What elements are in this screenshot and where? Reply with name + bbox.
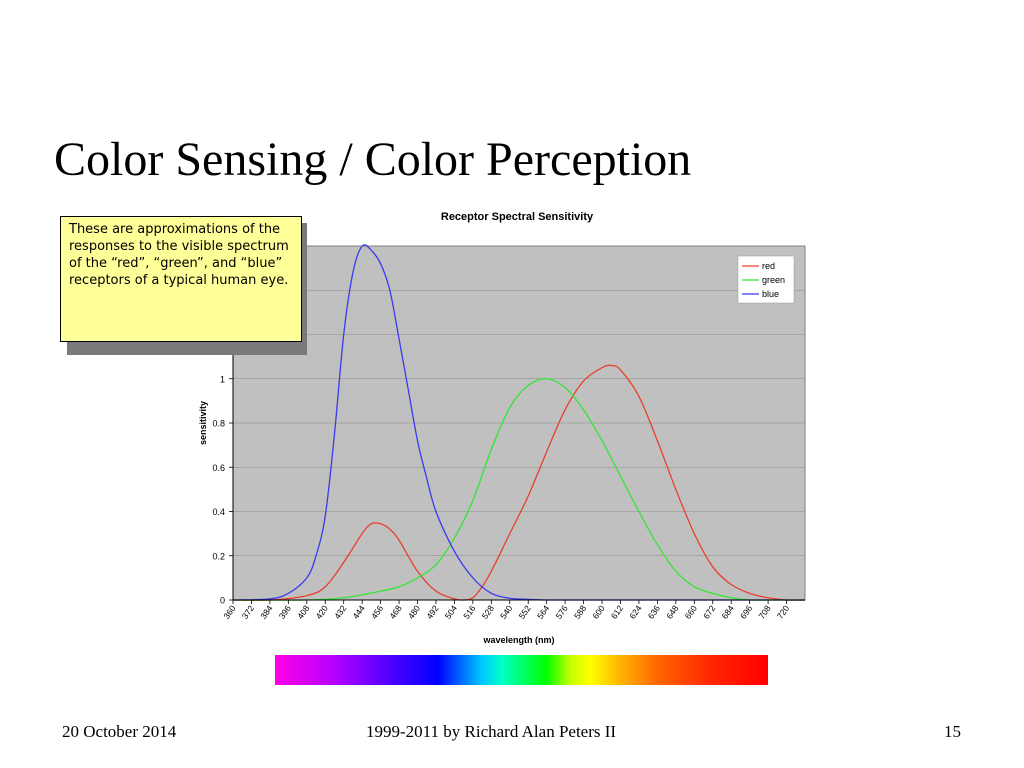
y-axis-label: sensitivity [198,401,208,445]
x-tick-label: 576 [553,603,569,621]
footer-date: 20 October 2014 [62,722,177,741]
x-tick-label: 696 [738,603,754,621]
x-tick-label: 456 [369,603,385,621]
x-tick-label: 720 [775,603,791,621]
x-tick-labels: 360 372 384 396 408 420 432 444 456 468 480 492 504 5… [221,600,791,621]
x-tick-label: 420 [314,603,330,621]
x-tick-label: 480 [406,603,422,621]
footer-page-number: 15 [944,722,961,741]
series-layer [232,244,806,601]
x-tick-label: 672 [701,603,717,621]
y-tick-label: 0.8 [212,419,225,429]
x-tick-label: 540 [498,603,514,621]
legend-label-red: red [762,261,775,271]
series-line-red [232,364,806,601]
x-tick-label: 624 [627,603,643,621]
chart-title: Receptor Spectral Sensitivity [441,211,594,223]
y-tick-label: 0.6 [212,463,225,473]
x-tick-label: 708 [756,603,772,621]
slide-title: Color Sensing / Color Perception [54,133,692,186]
x-tick-label: 444 [350,603,366,621]
x-tick-label: 372 [240,603,256,621]
x-tick-label: 492 [424,603,440,621]
visible-spectrum-bar [275,655,768,685]
x-tick-label: 552 [517,603,533,621]
series-line-blue [232,244,805,601]
x-tick-label: 432 [332,603,348,621]
footer-credit: 1999-2011 by Richard Alan Peters II [366,722,617,741]
x-tick-label: 408 [295,603,311,621]
x-tick-label: 396 [277,603,293,621]
y-tick-label: 0 [220,596,225,606]
x-tick-label: 564 [535,603,551,621]
y-tick-label: 0.4 [212,507,225,517]
x-tick-label: 684 [720,603,736,621]
x-tick-label: 660 [683,603,699,621]
x-tick-label: 600 [590,603,606,621]
series-line-green [232,378,805,601]
x-tick-label: 588 [572,603,588,621]
callout-note: These are approximations of the response… [60,216,302,342]
legend-label-blue: blue [762,289,779,299]
x-tick-label: 648 [664,603,680,621]
legend: red green blue [737,255,795,304]
y-tick-label: 1 [220,374,225,384]
legend-label-green: green [762,275,785,285]
y-tick-label: 0.2 [212,551,225,561]
x-axis-label: wavelength (nm) [482,635,554,645]
x-tick-label: 504 [443,603,459,621]
x-tick-label: 360 [221,603,237,621]
x-tick-label: 636 [646,603,662,621]
x-tick-label: 528 [480,603,496,621]
grid-layer [233,289,805,557]
x-tick-label: 612 [609,603,625,621]
x-tick-label: 516 [461,603,477,621]
x-tick-label: 468 [387,603,403,621]
x-tick-label: 384 [258,603,274,621]
